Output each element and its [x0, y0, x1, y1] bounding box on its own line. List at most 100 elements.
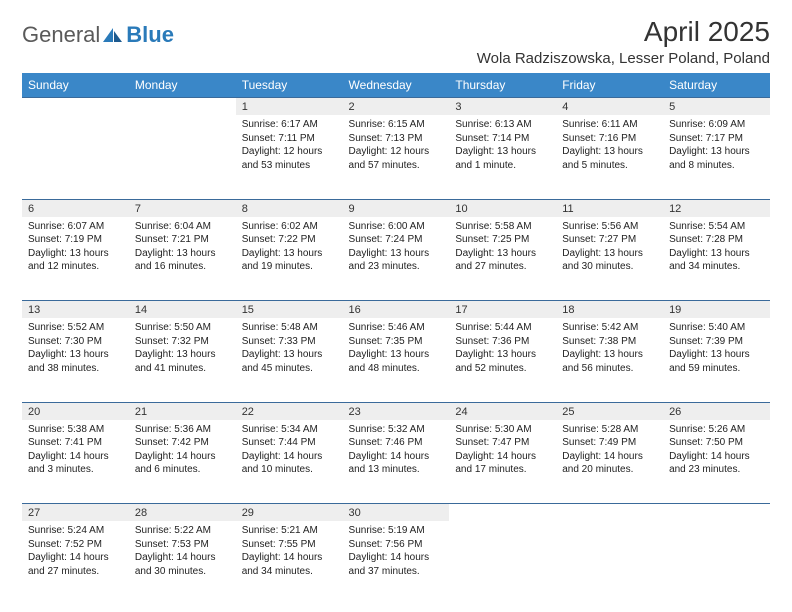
day-number-cell: 17: [449, 301, 556, 319]
day-number-cell: 14: [129, 301, 236, 319]
sunrise-text: Sunrise: 5:58 AM: [455, 220, 550, 234]
daylight-text: Daylight: 13 hours and 52 minutes.: [455, 348, 550, 375]
day-content-row: Sunrise: 5:24 AMSunset: 7:52 PMDaylight:…: [22, 521, 770, 605]
day-number-cell: 1: [236, 98, 343, 116]
day-content-cell: [22, 115, 129, 199]
weekday-header: Friday: [556, 73, 663, 98]
day-content-cell: Sunrise: 5:26 AMSunset: 7:50 PMDaylight:…: [663, 420, 770, 504]
sunrise-text: Sunrise: 6:15 AM: [349, 118, 444, 132]
day-content-cell: Sunrise: 6:13 AMSunset: 7:14 PMDaylight:…: [449, 115, 556, 199]
sunset-text: Sunset: 7:13 PM: [349, 132, 444, 146]
day-content-cell: Sunrise: 5:32 AMSunset: 7:46 PMDaylight:…: [343, 420, 450, 504]
daylight-text: Daylight: 14 hours and 13 minutes.: [349, 450, 444, 477]
weekday-header: Monday: [129, 73, 236, 98]
sunrise-text: Sunrise: 5:40 AM: [669, 321, 764, 335]
daylight-text: Daylight: 13 hours and 59 minutes.: [669, 348, 764, 375]
sunset-text: Sunset: 7:56 PM: [349, 538, 444, 552]
daylight-text: Daylight: 14 hours and 34 minutes.: [242, 551, 337, 578]
sunrise-text: Sunrise: 5:34 AM: [242, 423, 337, 437]
sunrise-text: Sunrise: 5:38 AM: [28, 423, 123, 437]
sunrise-text: Sunrise: 5:52 AM: [28, 321, 123, 335]
weekday-header: Tuesday: [236, 73, 343, 98]
day-content-cell: Sunrise: 5:46 AMSunset: 7:35 PMDaylight:…: [343, 318, 450, 402]
daylight-text: Daylight: 13 hours and 27 minutes.: [455, 247, 550, 274]
day-number-cell: 26: [663, 402, 770, 420]
day-content-cell: Sunrise: 5:58 AMSunset: 7:25 PMDaylight:…: [449, 217, 556, 301]
sunset-text: Sunset: 7:24 PM: [349, 233, 444, 247]
day-number-cell: 12: [663, 199, 770, 217]
daylight-text: Daylight: 13 hours and 48 minutes.: [349, 348, 444, 375]
day-number-cell: 5: [663, 98, 770, 116]
sunset-text: Sunset: 7:14 PM: [455, 132, 550, 146]
day-number-cell: 10: [449, 199, 556, 217]
daylight-text: Daylight: 14 hours and 30 minutes.: [135, 551, 230, 578]
daylight-text: Daylight: 13 hours and 12 minutes.: [28, 247, 123, 274]
day-number-cell: 23: [343, 402, 450, 420]
daylight-text: Daylight: 13 hours and 30 minutes.: [562, 247, 657, 274]
daylight-text: Daylight: 13 hours and 19 minutes.: [242, 247, 337, 274]
day-content-cell: Sunrise: 6:00 AMSunset: 7:24 PMDaylight:…: [343, 217, 450, 301]
daylight-text: Daylight: 13 hours and 16 minutes.: [135, 247, 230, 274]
sunrise-text: Sunrise: 5:56 AM: [562, 220, 657, 234]
sunset-text: Sunset: 7:39 PM: [669, 335, 764, 349]
daylight-text: Daylight: 12 hours and 57 minutes.: [349, 145, 444, 172]
daylight-text: Daylight: 13 hours and 8 minutes.: [669, 145, 764, 172]
day-content-cell: Sunrise: 5:40 AMSunset: 7:39 PMDaylight:…: [663, 318, 770, 402]
day-number-cell: [449, 504, 556, 522]
weekday-header: Saturday: [663, 73, 770, 98]
sunset-text: Sunset: 7:22 PM: [242, 233, 337, 247]
daylight-text: Daylight: 14 hours and 23 minutes.: [669, 450, 764, 477]
daylight-text: Daylight: 13 hours and 34 minutes.: [669, 247, 764, 274]
brand-logo: General Blue: [22, 16, 174, 48]
daylight-text: Daylight: 13 hours and 38 minutes.: [28, 348, 123, 375]
day-number-cell: 27: [22, 504, 129, 522]
day-content-cell: Sunrise: 6:09 AMSunset: 7:17 PMDaylight:…: [663, 115, 770, 199]
day-number-cell: 25: [556, 402, 663, 420]
day-content-cell: Sunrise: 5:56 AMSunset: 7:27 PMDaylight:…: [556, 217, 663, 301]
daylight-text: Daylight: 14 hours and 10 minutes.: [242, 450, 337, 477]
day-number-cell: 13: [22, 301, 129, 319]
day-content-cell: [129, 115, 236, 199]
day-content-row: Sunrise: 5:38 AMSunset: 7:41 PMDaylight:…: [22, 420, 770, 504]
day-number-row: 13141516171819: [22, 301, 770, 319]
day-content-cell: [663, 521, 770, 605]
sunrise-text: Sunrise: 6:00 AM: [349, 220, 444, 234]
weekday-header: Wednesday: [343, 73, 450, 98]
weekday-header: Thursday: [449, 73, 556, 98]
day-content-cell: Sunrise: 6:04 AMSunset: 7:21 PMDaylight:…: [129, 217, 236, 301]
brand-blue: Blue: [126, 22, 174, 48]
sunrise-text: Sunrise: 5:46 AM: [349, 321, 444, 335]
sunset-text: Sunset: 7:55 PM: [242, 538, 337, 552]
day-number-cell: [556, 504, 663, 522]
sunrise-text: Sunrise: 5:54 AM: [669, 220, 764, 234]
sunset-text: Sunset: 7:30 PM: [28, 335, 123, 349]
day-number-cell: 19: [663, 301, 770, 319]
day-number-row: 6789101112: [22, 199, 770, 217]
day-content-row: Sunrise: 6:07 AMSunset: 7:19 PMDaylight:…: [22, 217, 770, 301]
day-number-row: 27282930: [22, 504, 770, 522]
day-content-cell: Sunrise: 6:17 AMSunset: 7:11 PMDaylight:…: [236, 115, 343, 199]
sunrise-text: Sunrise: 5:50 AM: [135, 321, 230, 335]
day-number-cell: 6: [22, 199, 129, 217]
day-number-cell: 24: [449, 402, 556, 420]
day-content-cell: Sunrise: 5:22 AMSunset: 7:53 PMDaylight:…: [129, 521, 236, 605]
day-content-cell: Sunrise: 5:54 AMSunset: 7:28 PMDaylight:…: [663, 217, 770, 301]
daylight-text: Daylight: 14 hours and 20 minutes.: [562, 450, 657, 477]
logo-sail-icon: [102, 26, 124, 44]
sunset-text: Sunset: 7:16 PM: [562, 132, 657, 146]
sunset-text: Sunset: 7:42 PM: [135, 436, 230, 450]
day-number-cell: [129, 98, 236, 116]
sunrise-text: Sunrise: 5:24 AM: [28, 524, 123, 538]
day-content-cell: Sunrise: 5:30 AMSunset: 7:47 PMDaylight:…: [449, 420, 556, 504]
sunrise-text: Sunrise: 5:32 AM: [349, 423, 444, 437]
calendar-table: Sunday Monday Tuesday Wednesday Thursday…: [22, 73, 770, 605]
sunrise-text: Sunrise: 6:07 AM: [28, 220, 123, 234]
day-content-cell: Sunrise: 5:44 AMSunset: 7:36 PMDaylight:…: [449, 318, 556, 402]
sunset-text: Sunset: 7:21 PM: [135, 233, 230, 247]
day-content-cell: [556, 521, 663, 605]
sunset-text: Sunset: 7:11 PM: [242, 132, 337, 146]
day-content-cell: Sunrise: 6:07 AMSunset: 7:19 PMDaylight:…: [22, 217, 129, 301]
sunset-text: Sunset: 7:53 PM: [135, 538, 230, 552]
day-number-cell: 11: [556, 199, 663, 217]
sunset-text: Sunset: 7:19 PM: [28, 233, 123, 247]
